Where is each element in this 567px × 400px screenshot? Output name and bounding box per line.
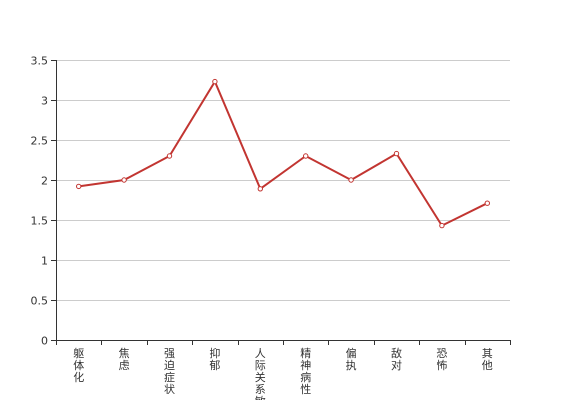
- x-category-label: 焦虑: [119, 347, 130, 372]
- data-point: [439, 222, 445, 229]
- x-category-label: 其他: [482, 347, 493, 372]
- x-category-label: 敌对: [391, 346, 402, 372]
- data-points: [76, 78, 490, 229]
- y-tick-label: 3: [41, 95, 48, 108]
- data-point: [303, 153, 309, 159]
- data-point: [348, 177, 354, 183]
- y-tick-label: 2: [41, 175, 48, 188]
- x-category-label: 躯体化: [73, 347, 84, 384]
- data-point: [393, 150, 400, 157]
- y-axis: 0 0.5 1 1.5 2 2.5 3 3.5: [31, 55, 57, 348]
- y-tick-label: 2.5: [31, 135, 49, 148]
- gridlines: [56, 60, 510, 301]
- x-category-label: 偏执: [346, 346, 357, 372]
- x-category-label: 人际关系敏感: [255, 347, 266, 400]
- y-tick-label: 1: [41, 255, 48, 268]
- series-line: [78, 79, 488, 227]
- data-point: [257, 186, 263, 192]
- data-point: [166, 153, 173, 159]
- data-point: [76, 183, 82, 190]
- data-point: [121, 177, 127, 183]
- y-tick-label: 0.5: [31, 295, 49, 308]
- y-tick-label: 3.5: [31, 55, 49, 68]
- y-tick-label: 0: [41, 335, 48, 348]
- x-category-label: 抑郁: [209, 346, 220, 372]
- y-tick-label: 1.5: [31, 215, 49, 228]
- x-category-label: 强迫症状: [164, 347, 175, 396]
- x-category-label: 精神病性: [300, 347, 311, 396]
- data-point: [484, 200, 490, 206]
- data-point: [212, 78, 218, 85]
- x-axis: 躯体化 焦虑 强迫症状 抑郁 人际关系敏感 精神病性 偏执 敌对 恐怖 其他: [56, 340, 511, 400]
- x-category-label: 恐怖: [436, 347, 447, 372]
